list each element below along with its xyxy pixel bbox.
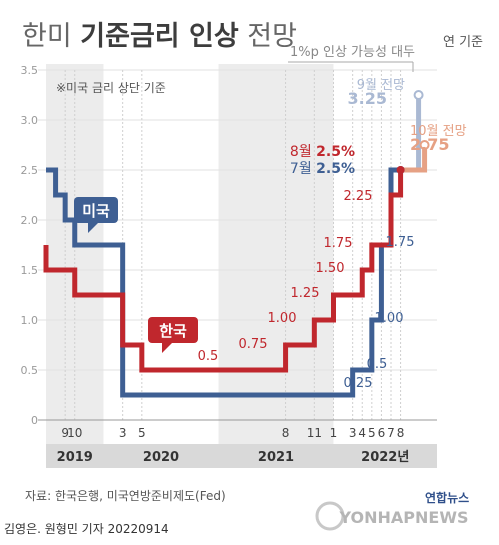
year-band xyxy=(46,444,437,468)
y-tick-label: 3.5 xyxy=(21,64,39,77)
year-label: 2020 xyxy=(143,450,179,465)
x-tick-label: 3 xyxy=(119,426,127,440)
us-badge-text: 미국 xyxy=(82,202,110,220)
korea-forecast-step xyxy=(400,145,428,173)
x-tick-label: 5 xyxy=(138,426,146,440)
korea-badge-tail xyxy=(162,343,172,353)
korea-forecast-marker xyxy=(419,140,430,150)
us-badge: 미국 xyxy=(74,197,118,233)
korea-label: 1.50 xyxy=(316,261,345,276)
us-label: 1.75 xyxy=(386,235,415,250)
year-label: 2021 xyxy=(258,450,294,465)
us-forecast-marker xyxy=(413,90,424,100)
korea-label: 0.75 xyxy=(239,337,268,352)
us-badge-box xyxy=(74,197,118,223)
logo-top-text: 연합뉴스 xyxy=(425,490,469,505)
year-label: 2019 xyxy=(57,450,93,465)
x-tick-label: 9 xyxy=(61,426,69,440)
y-tick-label: 2.0 xyxy=(21,214,39,227)
forecast-caption: 1%p 인상 가능성 대두 xyxy=(290,45,415,60)
y-axis: 0 0.5 1.0 1.5 2.0 2.5 3.0 3.5 xyxy=(21,64,39,427)
us-badge-tail xyxy=(88,223,98,233)
yonhap-logo: 연합뉴스 YONHAPNEWS xyxy=(315,490,469,531)
x-tick-label: 11 xyxy=(307,426,322,440)
korea-forecast-label: 10월 전망 xyxy=(410,124,467,139)
y-tick-label: 2.5 xyxy=(21,164,39,177)
callout-value: 2.5% xyxy=(316,161,355,177)
callout-value: 2.5% xyxy=(316,144,355,160)
y-tick-label: 0.5 xyxy=(21,364,39,377)
callout-month: 7월 xyxy=(290,161,316,177)
us-label: 0.25 xyxy=(344,376,373,391)
us-forecast-value: 3.25 xyxy=(348,89,387,108)
unit-label: 연 기준 xyxy=(443,35,483,50)
x-tick-label: 3 xyxy=(349,426,357,440)
us-rate-note: ※미국 금리 상단 기준 xyxy=(56,81,166,95)
y-tick-label: 0 xyxy=(31,414,38,427)
us-forecast-label: 9월 전망 xyxy=(357,78,405,93)
x-tick-label: 4 xyxy=(358,426,366,440)
korea-label: 1.25 xyxy=(291,286,320,301)
logo-bottom-text: YONHAPNEWS xyxy=(339,508,469,527)
year-label: 2022년 xyxy=(361,450,409,465)
korea-badge: 한국 xyxy=(148,317,198,353)
korea-badge-box xyxy=(148,317,198,343)
korea-badge-text: 한국 xyxy=(159,322,187,340)
x-tick-label: 7 xyxy=(387,426,395,440)
title-light-1: 한미 xyxy=(22,21,80,52)
korea-label: 1.75 xyxy=(324,236,353,251)
x-tick-label: 1 xyxy=(330,426,338,440)
page-title: 한미 기준금리 인상 전망 xyxy=(22,21,297,52)
y-tick-label: 1.0 xyxy=(21,314,39,327)
x-tick-label: 10 xyxy=(67,426,82,440)
korea-forecast-value: 2.75 xyxy=(410,135,449,154)
y-tick-label: 1.5 xyxy=(21,264,39,277)
korea-label: 1.00 xyxy=(268,311,297,326)
us-label: 1.00 xyxy=(375,311,404,326)
value-labels: 미국한국0.50.751.001.251.501.752.250.250.51.… xyxy=(74,45,467,391)
x-tick-label: 8 xyxy=(397,426,405,440)
us-current-callout: 7월 2.5% xyxy=(290,161,355,177)
x-tick-label: 6 xyxy=(378,426,386,440)
yonhap-logo-mark xyxy=(315,501,345,531)
korea-current-callout: 8월 2.5% xyxy=(290,144,355,160)
series-group xyxy=(43,166,405,398)
y-tick-label: 3.0 xyxy=(21,114,39,127)
callout-month: 8월 xyxy=(290,144,316,160)
title-bold: 기준금리 인상 xyxy=(80,21,239,52)
shade-band xyxy=(218,64,334,444)
us-label: 0.5 xyxy=(367,357,388,372)
title-light-2: 전망 xyxy=(239,21,297,52)
korea-end-marker xyxy=(396,166,405,174)
credit-line: 김영은. 원형민 기자 20220914 xyxy=(4,522,169,536)
shaded-year-bands xyxy=(46,64,334,444)
forecast-group xyxy=(400,90,430,173)
korea-label: 2.25 xyxy=(344,189,373,204)
korea-label: 0.5 xyxy=(198,349,219,364)
source-note: 자료: 한국은행, 미국연방준비제도(Fed) xyxy=(25,488,226,503)
korea-rate-line xyxy=(43,170,404,373)
x-tick-label: 5 xyxy=(368,426,376,440)
x-tick-label: 8 xyxy=(282,426,290,440)
